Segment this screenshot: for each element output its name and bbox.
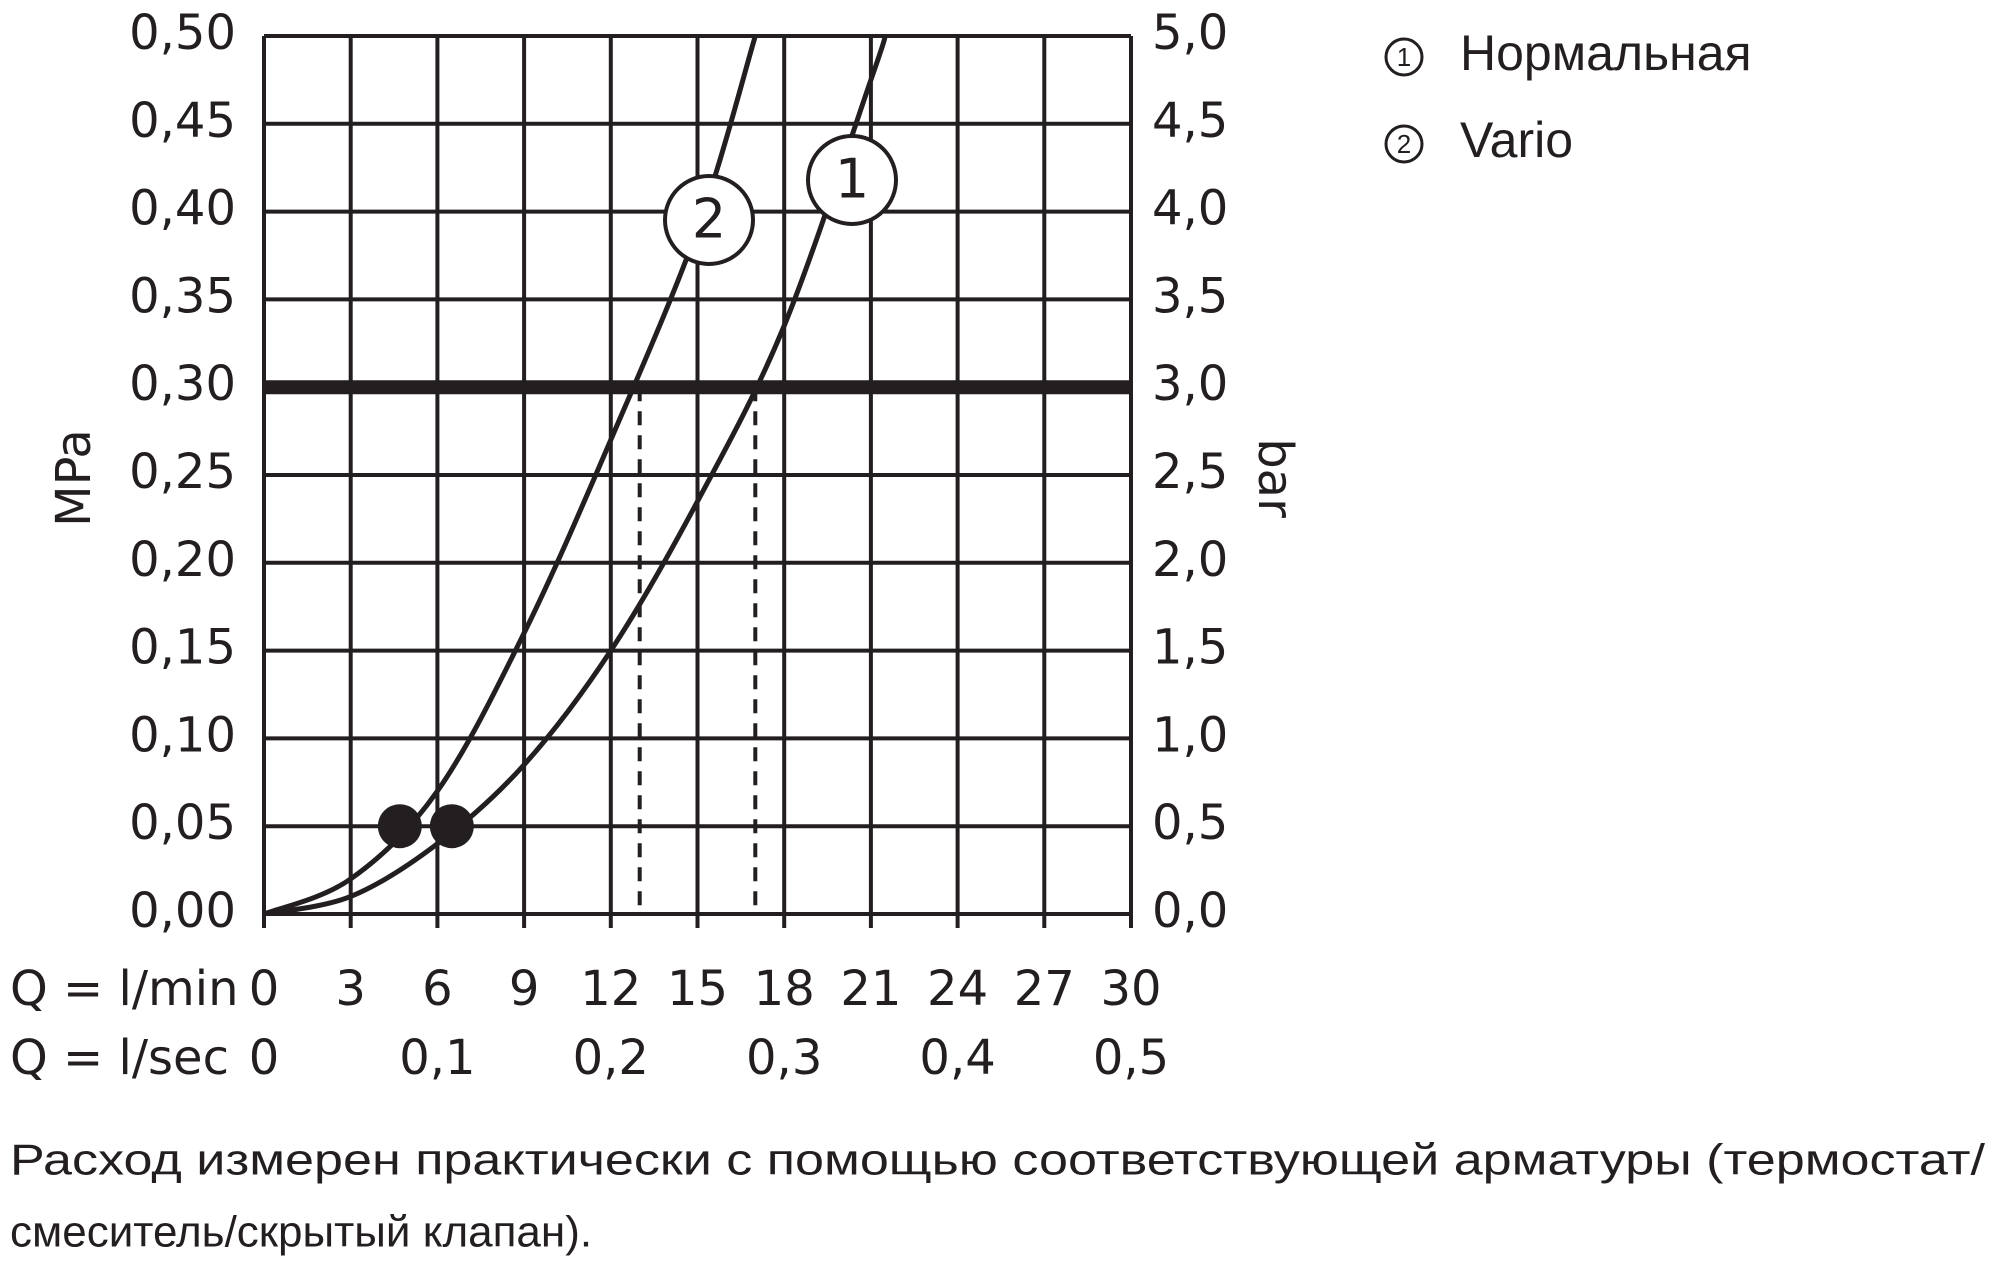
legend-label: Нормальная: [1460, 25, 1752, 81]
x-tick-label: 3: [335, 961, 366, 1017]
x-tick-label: 12: [580, 961, 641, 1017]
x2-tick-label: 0,2: [573, 1030, 649, 1086]
y-tick-label: 0,35: [129, 268, 236, 324]
y2-tick-label: 4,5: [1152, 93, 1228, 149]
marker-point: [377, 804, 422, 849]
y2-tick-label: 3,5: [1152, 268, 1228, 324]
x-tick-label: 30: [1100, 961, 1161, 1017]
x-tick-label: 18: [754, 961, 815, 1017]
x-tick-label: 9: [509, 961, 540, 1017]
legend-symbol: [1384, 37, 1424, 77]
curve-label-circle: [663, 174, 755, 266]
y2-axis-label: bar: [1247, 438, 1303, 518]
y-tick-label: 0,50: [129, 5, 236, 61]
x-axis-label: Q = l/min: [10, 961, 239, 1017]
y-tick-label: 0,00: [129, 883, 236, 939]
curve-label: 1: [835, 148, 869, 211]
y-tick-label: 0,05: [129, 795, 236, 851]
y-axis-label: MPa: [46, 429, 102, 527]
x-tick-label: 24: [927, 961, 988, 1017]
x-tick-label: 0: [249, 961, 280, 1017]
x-tick-label: 6: [422, 961, 453, 1017]
y2-tick-label: 1,0: [1152, 707, 1228, 763]
x2-tick-label: 0,3: [746, 1030, 822, 1086]
legend-label: Vario: [1460, 112, 1573, 168]
y2-tick-label: 5,0: [1152, 5, 1228, 61]
curve-label-circle: [806, 134, 898, 226]
x2-tick-label: 0,5: [1093, 1030, 1169, 1086]
footnote: смеситель/скрытый клапан).: [10, 1208, 592, 1257]
y-tick-label: 0,15: [129, 620, 236, 676]
y-tick-label: 0,40: [129, 181, 236, 237]
footnote: Расход измерен практически с помощью соо…: [10, 1136, 1986, 1185]
y-tick-label: 0,25: [129, 444, 236, 500]
x2-tick-label: 0,1: [399, 1030, 475, 1086]
y-tick-label: 0,45: [129, 93, 236, 149]
y-tick-label: 0,10: [129, 707, 236, 763]
y2-tick-label: 0,5: [1152, 795, 1228, 851]
x-tick-label: 15: [667, 961, 728, 1017]
legend-symbol-label: 1: [1397, 42, 1411, 72]
x2-axis-label: Q = l/sec: [10, 1030, 229, 1086]
y2-tick-label: 2,5: [1152, 444, 1228, 500]
y-tick-label: 0,30: [129, 356, 236, 412]
y2-tick-label: 0,0: [1152, 883, 1228, 939]
y2-tick-label: 2,0: [1152, 532, 1228, 588]
curve-label: 2: [692, 188, 726, 251]
x2-tick-label: 0: [249, 1030, 280, 1086]
y2-tick-label: 1,5: [1152, 620, 1228, 676]
y2-tick-label: 4,0: [1152, 181, 1228, 237]
y2-tick-label: 3,0: [1152, 356, 1228, 412]
x-tick-label: 21: [840, 961, 901, 1017]
x2-tick-label: 0,4: [919, 1030, 995, 1086]
y-tick-label: 0,20: [129, 532, 236, 588]
x-tick-label: 27: [1014, 961, 1075, 1017]
legend-symbol: [1384, 124, 1424, 164]
legend-symbol-label: 2: [1397, 129, 1411, 159]
marker-point: [429, 804, 474, 849]
